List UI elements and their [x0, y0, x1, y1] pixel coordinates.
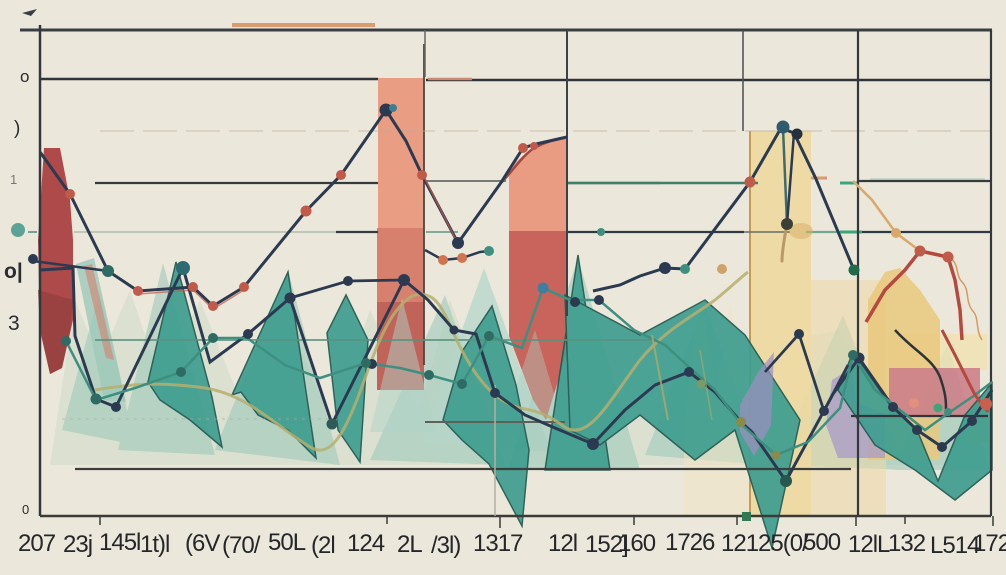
svg-text:12125(0/: 12125(0/ [721, 530, 809, 557]
svg-text:207: 207 [18, 530, 56, 557]
svg-text:0: 0 [22, 502, 29, 517]
svg-text:500: 500 [803, 529, 841, 556]
svg-text:160: 160 [618, 530, 656, 557]
svg-text:/3l): /3l) [431, 532, 460, 559]
svg-text:(2l: (2l [311, 532, 335, 559]
svg-text:50L: 50L [268, 529, 306, 556]
svg-text:23j: 23j [63, 531, 92, 558]
svg-text:o|: o| [4, 260, 23, 283]
svg-text:(6V: (6V [185, 530, 220, 557]
svg-text:124: 124 [347, 530, 385, 557]
svg-text:1726: 1726 [665, 529, 715, 556]
svg-text:1: 1 [10, 172, 17, 187]
svg-text:L514: L514 [930, 532, 980, 559]
svg-text:): ) [14, 118, 20, 139]
svg-text:1317: 1317 [473, 530, 523, 557]
svg-text:(70/: (70/ [222, 532, 261, 559]
svg-text:o: o [20, 67, 29, 86]
svg-text:152]: 152] [585, 531, 628, 558]
svg-text:145l: 145l [99, 529, 140, 556]
svg-text:12l: 12l [548, 530, 577, 557]
svg-text:172: 172 [973, 530, 1006, 557]
svg-text:3: 3 [8, 312, 20, 335]
svg-text:1t)l: 1t)l [140, 531, 169, 558]
svg-text:132: 132 [888, 530, 926, 557]
svg-text:2L: 2L [397, 531, 422, 558]
svg-text:12lL: 12lL [848, 531, 890, 558]
